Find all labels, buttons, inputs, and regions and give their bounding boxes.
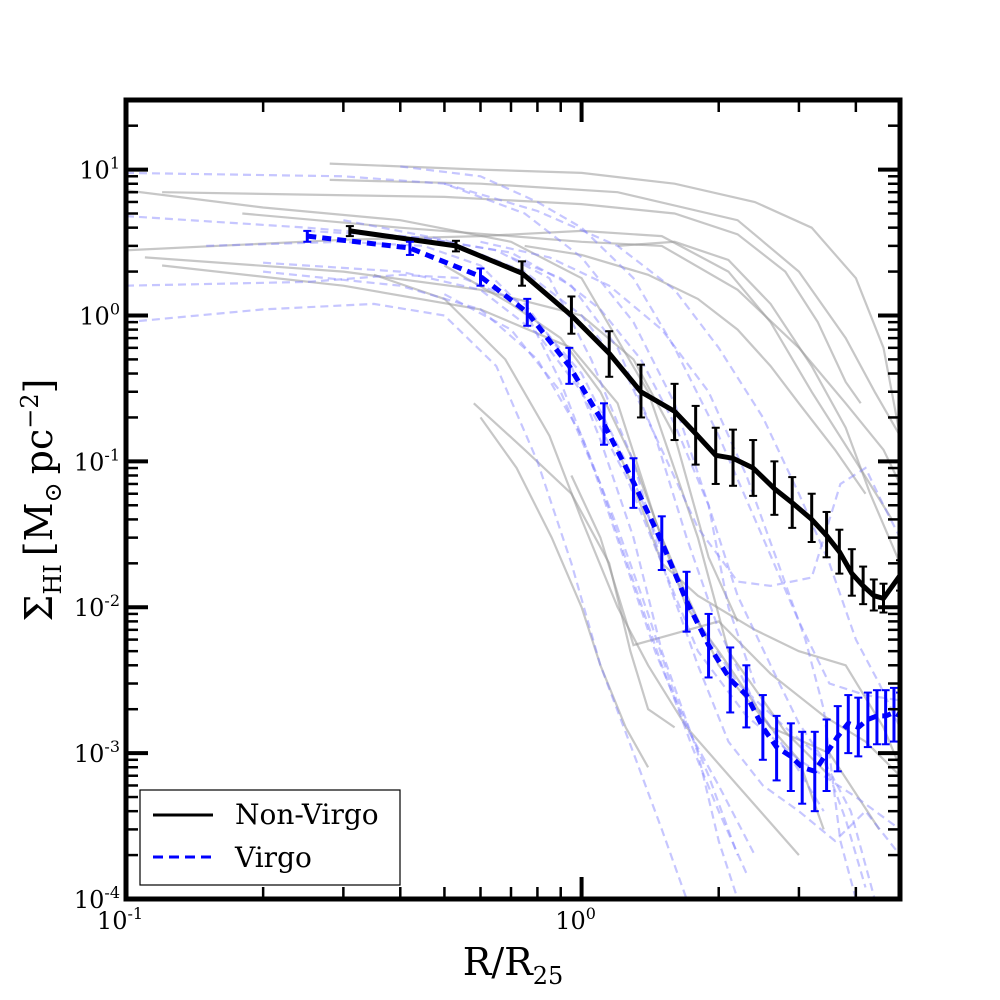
non-virgo-galaxy-profile-4 — [329, 162, 900, 436]
y-axis-title-close: ] — [17, 379, 61, 394]
y-axis-title-subscript: HI — [39, 564, 67, 594]
y-tick-label-5: 101 — [79, 154, 120, 185]
legend-label-virgo: Virgo — [234, 841, 312, 874]
y-tick-label-4: 100 — [79, 299, 120, 330]
non-virgo-galaxy-profile-3 — [161, 264, 825, 830]
axis-ticks — [124, 98, 902, 901]
virgo-galaxy-profile-5 — [400, 165, 900, 702]
mean-profiles — [303, 225, 900, 813]
y-axis-title-units: [M — [17, 502, 61, 556]
virgo-galaxy-profile-1 — [126, 215, 900, 831]
non-virgo-galaxy-profile-2 — [144, 256, 739, 622]
legend-box — [139, 789, 401, 886]
y-tick-label-2: 10-2 — [74, 591, 120, 622]
x-axis-title: R/R25 — [463, 940, 564, 990]
x-tick-label-0: 10-1 — [97, 904, 143, 935]
non-virgo-galaxy-profile-14 — [617, 240, 900, 564]
virgo-mean-line — [307, 233, 900, 774]
y-axis-title-exponent: −2 — [16, 393, 44, 428]
non-virgo-mean-line — [349, 228, 900, 601]
tick-labels: 10-1 100 10-4 10-3 10-2 10-1 100 101 — [74, 154, 596, 935]
non-virgo-galaxy-profile-0 — [126, 189, 831, 777]
virgo-galaxy-profile-4 — [206, 240, 756, 856]
non-virgo-galaxy-profile-13 — [524, 244, 867, 495]
non-virgo-galaxy-profile-10 — [479, 416, 650, 768]
virgo-galaxy-profile-8 — [262, 270, 739, 856]
non-virgo-galaxy-profile-8 — [373, 273, 800, 856]
virgo-galaxy-profile-9 — [263, 261, 900, 856]
non-virgo-galaxy-profile-6 — [242, 212, 900, 485]
y-axis-title-symbol: Σ — [17, 595, 61, 622]
non-virgo-galaxy-profile-5 — [329, 178, 900, 437]
plot-frame — [123, 97, 903, 902]
virgo-galaxy-profile-14 — [307, 229, 825, 812]
x-axis-title-main: R/R — [463, 940, 534, 984]
virgo-galaxy-profile-7 — [343, 219, 900, 588]
legend: Non-Virgo Virgo — [139, 789, 401, 886]
y-axis-title: ΣHI [M⊙ pc−2] — [16, 379, 67, 622]
virgo-galaxy-profile-2 — [126, 273, 739, 899]
y-tick-label-3: 10-1 — [74, 445, 120, 476]
virgo-galaxy-profile-6 — [444, 182, 900, 728]
virgo-galaxy-profile-12 — [536, 321, 876, 899]
virgo-galaxy-profile-0 — [126, 171, 756, 684]
virgo-galaxy-profile-11 — [443, 293, 748, 874]
y-axis-title-sun: ⊙ — [39, 482, 67, 502]
non-virgo-galaxy-profile-12 — [616, 449, 900, 768]
non-virgo-galaxy-profile-15 — [162, 191, 862, 404]
y-axis-title-pc: pc — [17, 429, 61, 475]
y-tick-label-0: 10-4 — [74, 883, 120, 914]
virgo-galaxy-profile-13 — [510, 256, 867, 888]
background-profiles — [126, 162, 900, 899]
y-tick-label-1: 10-3 — [74, 737, 120, 768]
x-tick-label-1: 100 — [555, 904, 596, 935]
virgo-galaxy-profile-3 — [126, 302, 688, 899]
x-axis-title-subscript: 25 — [533, 962, 564, 990]
legend-label-non-virgo: Non-Virgo — [235, 798, 379, 831]
